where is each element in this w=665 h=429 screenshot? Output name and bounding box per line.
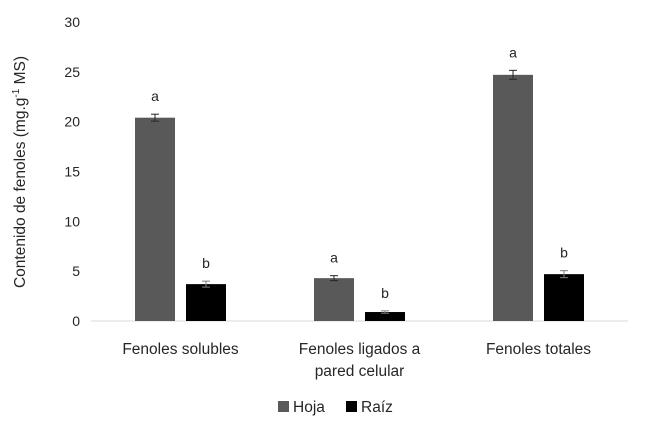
legend: Hoja Raíz <box>278 399 393 416</box>
bar-hoja-1 <box>314 278 354 321</box>
bars: a a a b b b <box>135 44 584 322</box>
y-tick-label: 15 <box>64 164 80 180</box>
significance-label: b <box>560 245 568 261</box>
y-axis-title: Contenido de fenoles (mg.g-1 MS) <box>11 56 29 288</box>
x-categories: Fenoles solubles Fenoles ligados a pared c… <box>122 341 591 380</box>
bar-raz-2 <box>544 274 584 321</box>
legend-swatch <box>278 401 289 412</box>
significance-label: b <box>381 285 389 301</box>
legend-label: Raíz <box>361 399 393 416</box>
bar-hoja-2 <box>493 74 533 321</box>
significance-label: a <box>330 250 338 266</box>
x-category-label: Fenoles totales <box>486 341 591 358</box>
y-tick-label: 25 <box>64 64 80 80</box>
legend-swatch <box>346 401 357 412</box>
y-tick-label: 30 <box>64 14 80 30</box>
y-tick-label: 10 <box>64 213 80 229</box>
significance-label: b <box>202 255 210 271</box>
bar-raz-0 <box>186 284 226 321</box>
legend-label: Hoja <box>293 399 325 416</box>
x-category-label: Fenoles solubles <box>122 341 239 358</box>
significance-label: a <box>509 44 517 60</box>
bar-raz-1 <box>365 312 405 321</box>
bar-hoja-0 <box>135 117 175 322</box>
x-category-label: Fenoles ligados a <box>299 341 421 358</box>
y-ticks: 0 5 10 15 20 25 30 <box>64 14 80 329</box>
y-tick-label: 5 <box>72 263 80 279</box>
x-category-label: pared celular <box>315 363 405 380</box>
y-tick-label: 20 <box>64 114 80 130</box>
y-axis-label: Contenido de fenoles (mg.g-1 MS) <box>11 56 29 288</box>
significance-label: a <box>151 88 159 104</box>
y-tick-label: 0 <box>72 313 80 329</box>
